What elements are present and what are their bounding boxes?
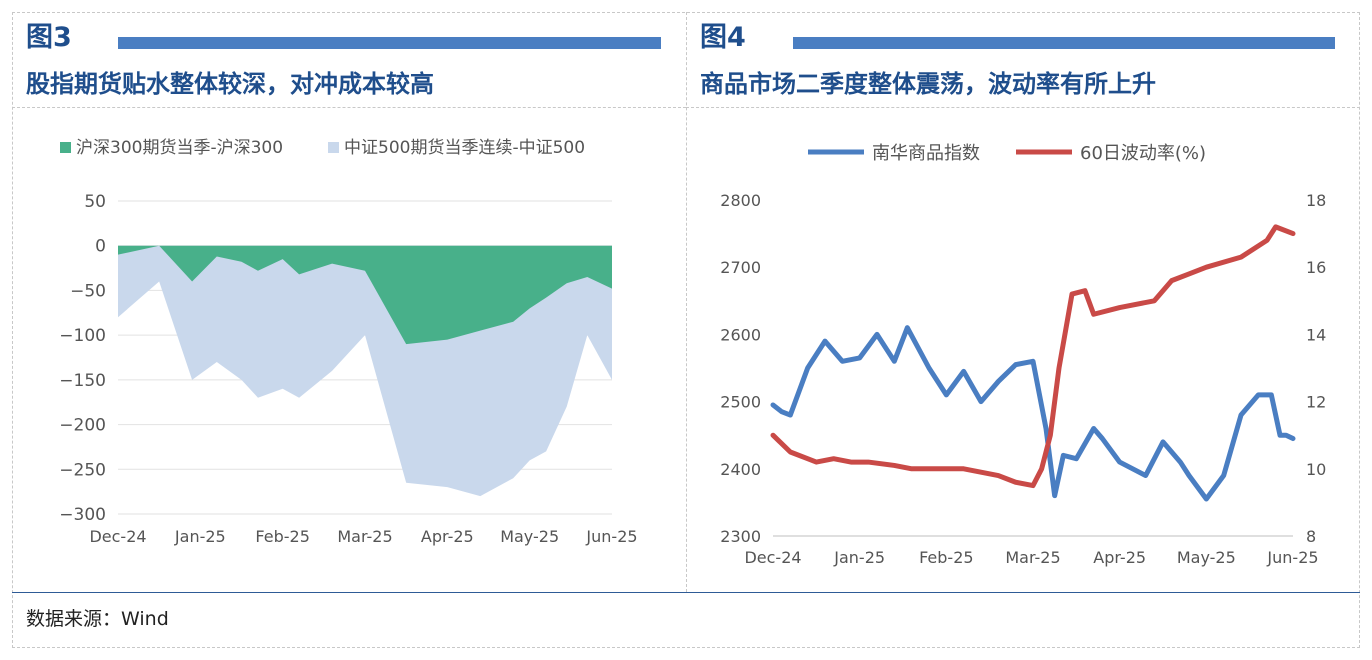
x-tick-label: May-25 xyxy=(1177,548,1236,567)
y-tick-label: −300 xyxy=(59,505,106,525)
line-series-2 xyxy=(770,224,1296,489)
legend-swatch-1 xyxy=(60,142,71,153)
y-left-tick-label: 2700 xyxy=(720,258,761,277)
figure-title-3: 股指期货贴水整体较深，对冲成本较高 xyxy=(26,70,434,98)
figure-label-4: 图4 xyxy=(700,22,746,53)
y-left-tick-label: 2600 xyxy=(720,325,761,344)
figure-label-3: 图3 xyxy=(26,22,72,53)
header-divider-left xyxy=(12,107,686,108)
legend-swatch-2 xyxy=(328,142,339,153)
y-right-tick-label: 14 xyxy=(1306,325,1326,344)
x-tick-label: Dec-24 xyxy=(744,548,801,567)
legend-label-2: 60日波动率(%) xyxy=(1080,143,1206,164)
x-tick-label: Feb-25 xyxy=(919,548,973,567)
x-tick-label: Jan-25 xyxy=(833,548,885,567)
legend-label-1: 沪深300期货当季-沪深300 xyxy=(76,138,283,158)
x-tick-label: Dec-24 xyxy=(89,527,146,546)
y-tick-label: −250 xyxy=(59,460,106,480)
x-tick-label: May-25 xyxy=(500,527,559,546)
y-tick-label: 50 xyxy=(84,192,106,212)
x-tick-label: Mar-25 xyxy=(337,527,392,546)
y-right-tick-label: 18 xyxy=(1306,191,1326,210)
panel-divider xyxy=(686,12,687,592)
y-tick-label: 0 xyxy=(95,237,106,257)
x-tick-label: Feb-25 xyxy=(255,527,309,546)
y-right-tick-label: 12 xyxy=(1306,393,1326,412)
line-series-1 xyxy=(770,325,1296,502)
x-tick-label: Apr-25 xyxy=(421,527,474,546)
y-tick-label: −150 xyxy=(59,371,106,391)
figure-bar-3 xyxy=(118,37,661,49)
y-left-tick-label: 2800 xyxy=(720,191,761,210)
x-tick-label: Apr-25 xyxy=(1093,548,1146,567)
chart-commodity-index: 南华商品指数 60日波动率(%) 2800 2700 2600 2500 2400 2300 1… xyxy=(720,143,1326,567)
x-tick-label: Jun-25 xyxy=(1266,548,1318,567)
figure-bar-4 xyxy=(793,37,1335,49)
data-source: 数据来源：Wind xyxy=(26,608,169,630)
y-right-tick-label: 8 xyxy=(1306,527,1316,546)
y-tick-label: −100 xyxy=(59,326,106,346)
y-left-tick-label: 2400 xyxy=(720,460,761,479)
x-tick-label: Mar-25 xyxy=(1005,548,1060,567)
y-left-tick-label: 2500 xyxy=(720,393,761,412)
source-divider xyxy=(12,592,1360,593)
header-divider-right xyxy=(686,107,1360,108)
figure-title-4: 商品市场二季度整体震荡，波动率有所上升 xyxy=(700,70,1156,98)
area-series-1 xyxy=(118,245,612,345)
y-left-tick-label: 2300 xyxy=(720,527,761,546)
legend-label-2: 中证500期货当季连续-中证500 xyxy=(344,138,585,158)
y-tick-label: −200 xyxy=(59,416,106,436)
y-tick-label: −50 xyxy=(70,281,106,301)
y-right-tick-label: 16 xyxy=(1306,258,1326,277)
x-tick-label: Jun-25 xyxy=(585,527,637,546)
x-tick-label: Jan-25 xyxy=(174,527,226,546)
y-right-tick-label: 10 xyxy=(1306,460,1326,479)
chart-futures-basis: 沪深300期货当季-沪深300 中证500期货当季连续-中证500 50 0 −50 −1… xyxy=(59,138,637,546)
legend-label-1: 南华商品指数 xyxy=(872,143,980,164)
